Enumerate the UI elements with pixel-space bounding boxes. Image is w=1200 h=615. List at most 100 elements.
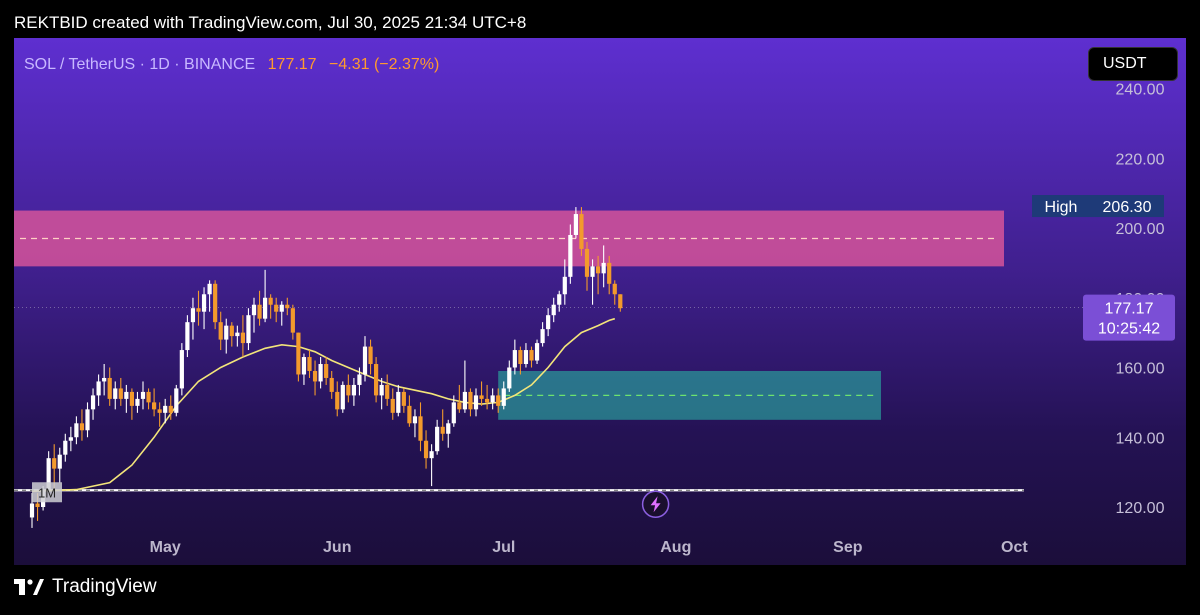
candle-down (257, 304, 262, 319)
candle-up (68, 437, 73, 441)
candle-down (579, 214, 584, 249)
candle-down (496, 395, 501, 406)
x-tick-label: Sep (833, 539, 863, 556)
candle-up (573, 214, 578, 235)
x-tick-label: Jun (323, 539, 351, 556)
currency-button[interactable]: USDT (1088, 47, 1178, 81)
candle-up (551, 304, 556, 316)
candle-down (346, 384, 351, 396)
candle-down (240, 332, 245, 344)
candle-up (512, 350, 517, 368)
y-tick-label: 160.00 (1116, 361, 1165, 378)
x-tick-label: Oct (1001, 539, 1028, 556)
high-value-text: 206.30 (1103, 199, 1152, 216)
candle-down (485, 398, 490, 403)
candle-up (507, 367, 512, 389)
candle-down (196, 308, 201, 312)
candle-up (490, 395, 495, 403)
high-label-text: High (1045, 199, 1078, 216)
candle-down (296, 332, 301, 375)
candle-down (146, 391, 151, 403)
candle-down (268, 297, 273, 305)
candle-up (102, 377, 107, 382)
candle-down (368, 346, 373, 365)
candle-up (534, 343, 540, 361)
candle-down (374, 364, 379, 396)
candle-up (224, 325, 229, 340)
candle-down (468, 391, 473, 410)
candle-up (451, 402, 456, 424)
high-value-box (1090, 195, 1164, 218)
candle-down (157, 409, 162, 413)
candle-up (251, 304, 257, 316)
candle-down (52, 458, 57, 469)
candle-down (418, 416, 423, 441)
candlestick-chart[interactable]: 1M120.00140.00160.00180.00200.00220.0024… (14, 38, 1186, 565)
candle-down (129, 391, 134, 406)
candle-down (107, 377, 112, 399)
candle-up (435, 426, 440, 452)
candle-down (213, 283, 218, 323)
candle-down (518, 350, 523, 365)
candle-up (523, 350, 529, 365)
candle-up (57, 454, 62, 469)
candle-down (329, 377, 334, 392)
y-tick-label: 200.00 (1116, 221, 1165, 238)
candle-up (96, 381, 101, 396)
candle-down (596, 266, 601, 274)
candle-down (285, 304, 290, 309)
candle-down (229, 325, 234, 337)
candle-up (185, 322, 190, 351)
candle-down (79, 423, 85, 431)
symbol-legend: SOL / TetherUS · 1D · BINANCE 177.17 −4.… (24, 56, 439, 74)
candle-up (357, 374, 362, 385)
lightning-glyph (650, 496, 661, 513)
candle-up (90, 395, 96, 410)
last-price-box (1083, 294, 1175, 341)
candle-up (179, 350, 184, 389)
candle-down (274, 304, 279, 312)
candle-down (307, 357, 312, 371)
candle-up (546, 315, 551, 330)
chart-panel[interactable]: 1M120.00140.00160.00180.00200.00220.0024… (14, 38, 1186, 565)
candle-up (85, 409, 90, 431)
candle-up (318, 364, 323, 382)
y-tick-label: 140.00 (1116, 430, 1165, 447)
candle-up (201, 294, 207, 312)
candle-up (113, 388, 118, 399)
candle-down (401, 391, 406, 406)
candle-up (140, 391, 146, 399)
candle-up (351, 384, 356, 396)
candle-down (35, 503, 40, 507)
candle-down (218, 322, 223, 340)
candle-up (207, 283, 212, 295)
candle-down (612, 283, 617, 295)
candle-down (118, 388, 123, 399)
candle-up (340, 384, 345, 410)
candle-up (412, 416, 418, 424)
symbol-label: SOL / TetherUS · 1D · BINANCE (24, 56, 256, 73)
high-label-box (1032, 195, 1090, 218)
candle-up (246, 315, 251, 344)
candle-up (163, 405, 168, 413)
candle-up (501, 388, 506, 406)
candle-up (540, 329, 545, 344)
candle-up (46, 458, 51, 490)
candle-down (324, 364, 329, 378)
candle-down (407, 405, 412, 424)
candle-up (396, 391, 401, 413)
candle-up (362, 346, 368, 375)
candle-down (457, 402, 462, 410)
x-tick-label: Jul (492, 539, 515, 556)
candle-down (479, 395, 484, 399)
legend-price: 177.17 (267, 56, 317, 73)
y-tick-label: 220.00 (1116, 151, 1165, 168)
candle-up (190, 308, 196, 323)
candle-up (462, 391, 467, 410)
x-tick-label: May (150, 539, 181, 556)
candle-down (390, 398, 395, 413)
chart-header-text: REKTBID created with TradingView.com, Ju… (14, 13, 527, 32)
candle-up (473, 395, 479, 410)
legend-change: −4.31 (−2.37%) (329, 56, 440, 73)
candle-up (568, 234, 573, 277)
